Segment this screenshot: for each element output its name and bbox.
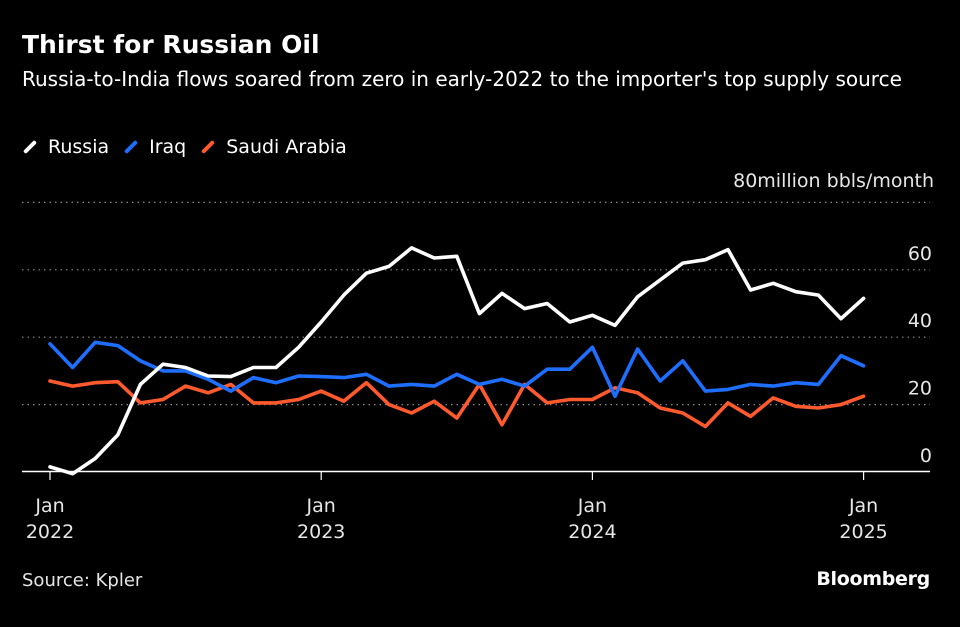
- y-tick-label-40: 40: [908, 310, 932, 332]
- legend-label-iraq: Iraq: [149, 136, 187, 158]
- x-tick-label-month-2023: Jan: [306, 495, 336, 517]
- legend-item-iraq: Iraq: [123, 136, 186, 158]
- series-line-iraq: [48, 340, 866, 399]
- legend-item-saudi-arabia: Saudi Arabia: [200, 136, 347, 158]
- legend-item-russia: Russia: [22, 136, 109, 158]
- y-axis-unit-label: 80million bbls/month: [733, 170, 934, 192]
- y-tick-label-20: 20: [908, 378, 932, 400]
- y-tick-label-0: 0: [920, 445, 932, 467]
- bloomberg-logo: Bloomberg: [816, 568, 930, 590]
- x-tick-label-year-2024: 2024: [568, 521, 616, 543]
- chart-subtitle: Russia-to-India flows soared from zero i…: [22, 67, 902, 91]
- x-tick-label-year-2023: 2023: [297, 521, 345, 543]
- series-line-russia: [48, 246, 866, 476]
- x-tick-label-month-2025: Jan: [848, 495, 878, 517]
- chart-title: Thirst for Russian Oil: [22, 30, 320, 59]
- x-tick-label-year-2022: 2022: [26, 521, 74, 543]
- source-note: Source: Kpler: [22, 570, 143, 591]
- x-tick-label-month-2022: Jan: [34, 495, 64, 517]
- y-tick-label-60: 60: [908, 243, 932, 265]
- legend-label-russia: Russia: [48, 136, 110, 158]
- legend-label-saudi-arabia: Saudi Arabia: [226, 136, 347, 158]
- x-tick-label-month-2024: Jan: [577, 495, 607, 517]
- chart-legend: Russia Iraq Saudi Arabia: [22, 136, 361, 158]
- x-tick-label-year-2025: 2025: [839, 521, 887, 543]
- series-line-saudi-arabia: [48, 379, 866, 429]
